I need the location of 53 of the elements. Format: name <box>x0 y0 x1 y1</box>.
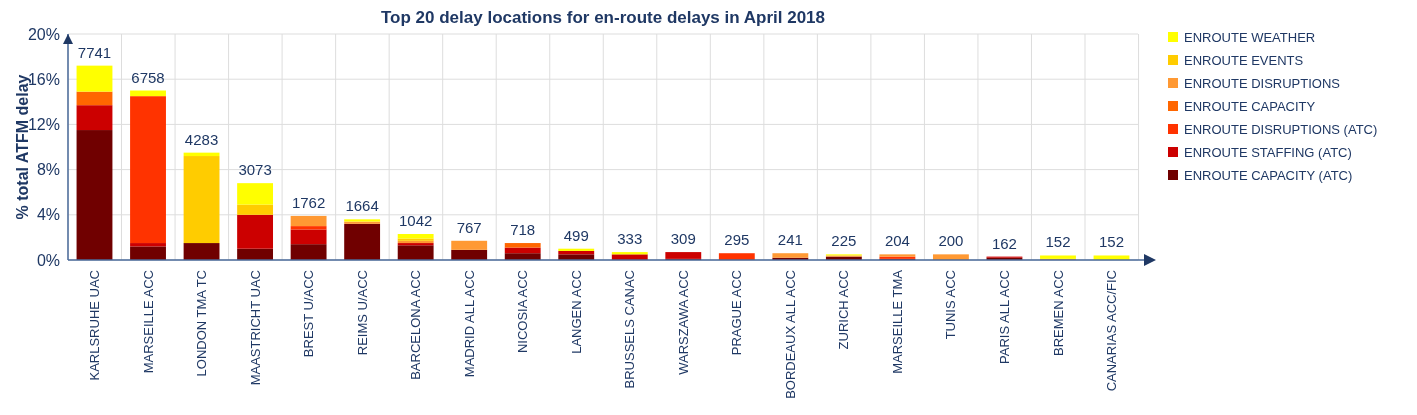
x-tick-label: ZURICH ACC <box>836 270 852 350</box>
legend-label: ENROUTE WEATHER <box>1184 29 1316 45</box>
x-tick-label: MARSEILLE TMA <box>889 269 905 374</box>
x-tick-label: BRUSSELS CANAC <box>622 270 638 389</box>
x-tick-label: NICOSIA ACC <box>515 270 531 354</box>
annotation: 225 <box>831 232 857 250</box>
y-tick-label: 0% <box>36 251 60 269</box>
y-tick-label: 20% <box>27 25 60 43</box>
x-tick-label: LANGEN ACC <box>568 270 584 354</box>
legend-label: ENROUTE DISRUPTIONS <box>1184 75 1341 91</box>
x-tick-label: MARSEILLE ACC <box>140 270 156 374</box>
legend-label: ENROUTE STAFFING (ATC) <box>1184 144 1352 160</box>
annotation: 241 <box>777 231 803 249</box>
annotation: 309 <box>670 230 696 248</box>
annotation: 4283 <box>184 130 219 148</box>
chart-title: Top 20 delay locations for en-route delays in April 2018 <box>380 8 826 27</box>
x-tick-label: PARIS ALL ACC <box>997 270 1012 364</box>
annotation: 3073 <box>238 161 272 179</box>
x-tick-label: BORDEAUX ALL ACC <box>782 270 798 399</box>
annotation: 295 <box>724 231 750 249</box>
x-tick-label: MAASTRICHT UAC <box>247 270 263 386</box>
y-tick-label: 4% <box>36 206 60 224</box>
annotation: 333 <box>617 230 643 248</box>
x-tick-label: LONDON TMA TC <box>194 270 210 377</box>
annotation: 162 <box>991 234 1017 252</box>
x-tick-label: BREMEN ACC <box>1050 270 1066 356</box>
annotation: 204 <box>884 232 910 250</box>
x-tick-label: REIMS U/ACC <box>354 270 370 356</box>
y-tick-label: 8% <box>36 161 60 179</box>
x-tick-label: PRAGUE ACC <box>729 270 745 356</box>
annotation: 767 <box>456 218 482 236</box>
legend-label: ENROUTE CAPACITY (ATC) <box>1184 167 1353 183</box>
annotation: 152 <box>1045 233 1071 251</box>
legend-label: ENROUTE EVENTS <box>1184 52 1304 68</box>
annotation: 7741 <box>77 43 112 61</box>
legend-label: ENROUTE CAPACITY <box>1184 98 1316 114</box>
x-tick-label: BARCELONA ACC <box>408 270 424 380</box>
x-tick-label: WARSZAWA ACC <box>675 270 691 375</box>
annotation: 1042 <box>398 212 433 230</box>
annotation: 6758 <box>131 68 165 86</box>
x-tick-label: TUNIS ACC <box>943 270 959 340</box>
annotation: 152 <box>1098 233 1125 251</box>
annotation: 1762 <box>291 193 326 211</box>
annotation: 718 <box>510 221 536 239</box>
x-tick-label: KARLSRUHE UAC <box>87 270 103 381</box>
annotation: 1664 <box>345 197 379 215</box>
y-tick-label: 12% <box>27 116 60 133</box>
annotation: 499 <box>563 226 589 244</box>
x-tick-label: BREST U/ACC <box>301 270 317 358</box>
x-tick-label: MADRID ALL ACC <box>461 270 477 378</box>
annotation: 200 <box>938 232 964 250</box>
legend-label: ENROUTE DISRUPTIONS (ATC) <box>1184 121 1378 137</box>
x-tick-label: CANARIAS ACC/FIC <box>1104 270 1120 392</box>
